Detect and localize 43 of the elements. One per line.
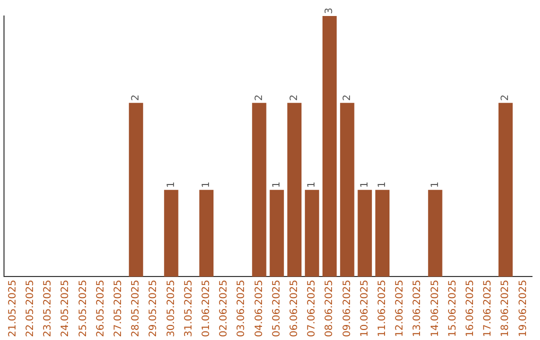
x-tick-label: 13.06.2025	[412, 280, 424, 338]
x-tick-label: 11.06.2025	[376, 280, 388, 338]
data-label: 1	[166, 181, 177, 188]
x-tick-label: 09.06.2025	[342, 280, 353, 338]
x-tick-label: 18.06.2025	[500, 280, 512, 338]
x-tick-label: 25.05.2025	[78, 280, 89, 338]
x-tick-label: 23.05.2025	[42, 280, 54, 338]
data-label: 2	[342, 94, 353, 101]
x-tick-label: 28.05.2025	[130, 280, 142, 338]
data-label: 1	[306, 181, 318, 188]
data-label: 2	[130, 94, 142, 101]
data-label: 1	[359, 181, 370, 188]
x-tick-label: 15.06.2025	[447, 280, 458, 338]
x-tick-label: 14.06.2025	[430, 280, 441, 338]
data-label: 2	[500, 94, 512, 101]
x-tick-label: 07.06.2025	[306, 280, 318, 338]
data-label: 3	[324, 8, 336, 14]
x-tick-label: 17.06.2025	[482, 280, 494, 338]
x-tick-label: 02.06.2025	[218, 280, 230, 338]
data-label: 2	[254, 94, 265, 101]
x-tick-label: 04.06.2025	[254, 280, 265, 338]
data-label: 1	[271, 181, 282, 188]
x-tick-label: 22.05.2025	[24, 280, 36, 338]
x-tick-label: 24.05.2025	[60, 280, 72, 338]
x-tick-label: 12.06.2025	[394, 280, 406, 338]
x-tick-label: 19.06.2025	[518, 280, 529, 338]
data-label: 1	[200, 181, 212, 188]
x-tick-label: 27.05.2025	[112, 280, 124, 338]
data-label: 2	[288, 94, 300, 101]
x-tick-label: 29.05.2025	[148, 280, 160, 338]
x-tick-label: 10.06.2025	[359, 280, 370, 338]
x-tick-label: 08.06.2025	[324, 280, 336, 338]
x-tick-label: 21.05.2025	[7, 280, 18, 338]
x-tick-label: 05.06.2025	[271, 280, 282, 338]
data-label: 1	[430, 181, 441, 188]
x-tick-label: 26.05.2025	[95, 280, 106, 338]
x-tick-label: 31.05.2025	[183, 280, 194, 338]
x-tick-label: 03.06.2025	[236, 280, 248, 338]
x-tick-label: 30.05.2025	[166, 280, 177, 338]
x-tick-label: 16.06.2025	[464, 280, 476, 338]
x-tick-label: 01.06.2025	[200, 280, 212, 338]
data-label: 1	[376, 181, 388, 188]
x-tick-label: 06.06.2025	[288, 280, 300, 338]
